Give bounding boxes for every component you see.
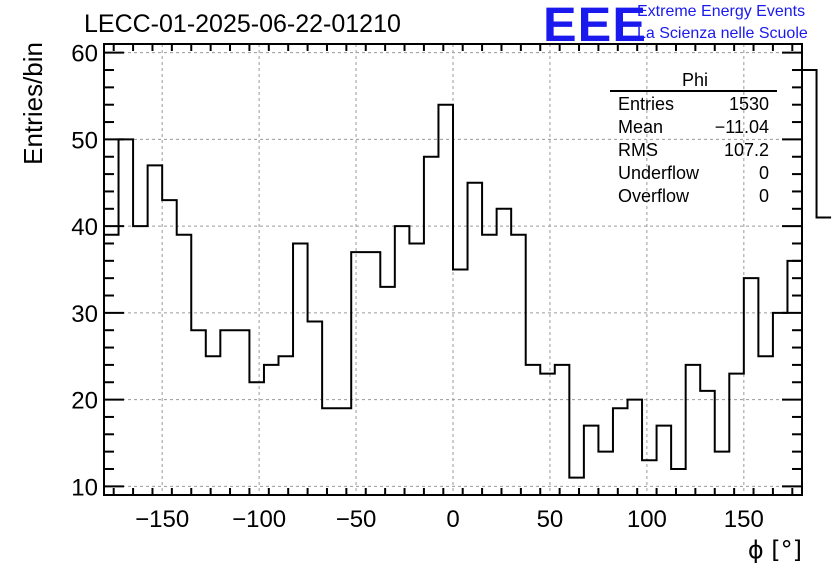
- x-axis-label: ϕ [°]: [748, 536, 802, 564]
- stats-box: Phi Entries 1530 Mean −11.04 RMS 107.2 Underfl…: [610, 70, 777, 206]
- y-axis-label: Entries/bin: [18, 42, 48, 165]
- axis-tick-labels: −150 −100 −50 0 50 100 150 10 20 30 40 50 60: [71, 41, 764, 533]
- x-tick-label: 150: [724, 506, 764, 533]
- x-tick-label: −150: [135, 506, 189, 533]
- stats-row-label: RMS: [618, 140, 658, 160]
- x-tick-label: 0: [446, 506, 459, 533]
- y-tick-label: 60: [71, 41, 98, 68]
- stats-row-value: 0: [759, 186, 769, 206]
- x-tick-label: −50: [336, 506, 377, 533]
- stats-row-value: 107.2: [724, 140, 769, 160]
- y-tick-label: 20: [71, 388, 98, 415]
- y-tick-label: 10: [71, 474, 98, 501]
- y-tick-label: 50: [71, 127, 98, 154]
- stats-row-label: Mean: [618, 117, 663, 137]
- stats-row-label: Overflow: [618, 186, 690, 206]
- plot-frame: [103, 43, 803, 496]
- logo-tagline-2: La Scienza nelle Scuole: [637, 25, 808, 42]
- stats-box-title: Phi: [682, 70, 708, 90]
- eee-logo: EEE: [543, 0, 647, 52]
- stats-row-label: Underflow: [618, 163, 700, 183]
- axis-ticks: [104, 44, 802, 495]
- y-tick-label: 40: [71, 214, 98, 241]
- x-tick-label: −100: [232, 506, 286, 533]
- y-tick-label: 30: [71, 301, 98, 328]
- logo-tagline-1: Extreme Energy Events: [637, 3, 806, 20]
- histogram-step-line: [104, 69, 832, 479]
- run-title: LECC-01-2025-06-22-01210: [84, 10, 401, 38]
- stats-row-value: 0: [759, 163, 769, 183]
- stats-row-value: 1530: [729, 94, 769, 114]
- x-tick-label: 50: [537, 506, 564, 533]
- x-tick-label: 100: [627, 506, 667, 533]
- stats-row-value: −11.04: [715, 117, 769, 137]
- stats-row-label: Entries: [618, 94, 674, 114]
